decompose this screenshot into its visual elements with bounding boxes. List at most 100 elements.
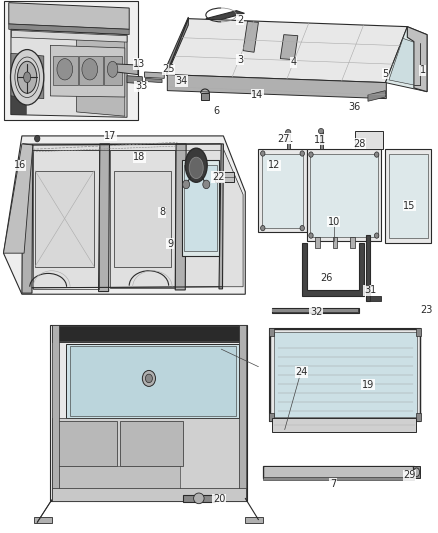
Polygon shape — [116, 64, 138, 75]
Polygon shape — [56, 466, 180, 496]
Polygon shape — [366, 235, 370, 301]
Polygon shape — [201, 93, 209, 100]
Polygon shape — [66, 344, 239, 418]
Polygon shape — [320, 132, 323, 149]
Text: 36: 36 — [349, 102, 361, 111]
Polygon shape — [11, 53, 44, 99]
Polygon shape — [184, 165, 217, 251]
Ellipse shape — [309, 152, 313, 157]
Polygon shape — [11, 30, 127, 42]
Polygon shape — [52, 325, 59, 501]
Polygon shape — [355, 131, 383, 149]
Polygon shape — [265, 467, 412, 477]
Ellipse shape — [261, 225, 265, 231]
Ellipse shape — [24, 72, 31, 83]
Bar — [53, 56, 78, 85]
Polygon shape — [407, 27, 427, 92]
Polygon shape — [350, 237, 355, 248]
Ellipse shape — [374, 233, 379, 238]
Polygon shape — [263, 466, 414, 478]
Text: 12: 12 — [268, 160, 280, 170]
Ellipse shape — [300, 225, 304, 231]
Ellipse shape — [413, 468, 420, 477]
Ellipse shape — [194, 493, 204, 504]
Polygon shape — [52, 488, 246, 501]
Polygon shape — [385, 149, 431, 243]
Bar — [79, 56, 103, 85]
Ellipse shape — [374, 152, 379, 157]
Polygon shape — [175, 144, 186, 290]
Polygon shape — [4, 136, 245, 294]
Text: 22: 22 — [212, 172, 224, 182]
Polygon shape — [262, 154, 303, 228]
Polygon shape — [272, 309, 358, 312]
Text: 9: 9 — [167, 239, 173, 248]
Polygon shape — [272, 418, 416, 432]
Polygon shape — [307, 149, 381, 241]
Polygon shape — [413, 466, 420, 478]
Polygon shape — [258, 149, 307, 232]
Ellipse shape — [142, 370, 155, 386]
Text: 29: 29 — [403, 471, 416, 480]
Ellipse shape — [300, 151, 304, 156]
Ellipse shape — [318, 128, 324, 134]
Text: 19: 19 — [362, 380, 374, 390]
Polygon shape — [274, 332, 417, 417]
Text: 8: 8 — [159, 207, 165, 217]
Polygon shape — [219, 144, 223, 289]
Polygon shape — [127, 76, 142, 84]
Ellipse shape — [261, 151, 265, 156]
Text: 26: 26 — [320, 273, 332, 283]
Polygon shape — [287, 133, 290, 149]
Text: 27: 27 — [278, 134, 290, 143]
Ellipse shape — [286, 130, 291, 135]
Polygon shape — [114, 171, 171, 266]
Polygon shape — [269, 328, 420, 421]
Ellipse shape — [183, 180, 190, 189]
Text: 6: 6 — [214, 106, 220, 116]
Polygon shape — [182, 160, 219, 256]
Text: 3: 3 — [237, 55, 243, 64]
Polygon shape — [166, 19, 407, 83]
Polygon shape — [272, 308, 359, 313]
Ellipse shape — [107, 61, 118, 77]
Polygon shape — [22, 144, 33, 293]
Polygon shape — [310, 154, 378, 237]
Polygon shape — [370, 296, 381, 301]
Text: 16: 16 — [14, 160, 26, 170]
Text: 13: 13 — [133, 59, 145, 69]
Polygon shape — [120, 421, 183, 466]
Polygon shape — [269, 413, 274, 421]
Text: 34: 34 — [176, 76, 188, 86]
Text: 4: 4 — [290, 58, 297, 67]
Text: 14: 14 — [251, 90, 264, 100]
Ellipse shape — [57, 59, 73, 80]
Polygon shape — [245, 517, 263, 523]
Text: 23: 23 — [420, 305, 433, 315]
Polygon shape — [35, 171, 94, 266]
Polygon shape — [145, 72, 164, 78]
Text: 2: 2 — [237, 15, 243, 25]
Ellipse shape — [82, 59, 98, 80]
Text: 24: 24 — [295, 367, 307, 377]
Polygon shape — [52, 326, 245, 342]
Text: 18: 18 — [133, 152, 145, 162]
Polygon shape — [34, 517, 52, 523]
Bar — [104, 56, 122, 85]
Polygon shape — [167, 75, 386, 99]
Text: 10: 10 — [328, 217, 340, 227]
Polygon shape — [280, 35, 298, 60]
Bar — [270, 329, 420, 420]
Polygon shape — [55, 421, 117, 466]
Text: 11: 11 — [314, 135, 326, 144]
Polygon shape — [4, 1, 138, 120]
Polygon shape — [50, 325, 247, 501]
Polygon shape — [11, 29, 127, 117]
Polygon shape — [416, 328, 421, 336]
Polygon shape — [9, 24, 129, 35]
Polygon shape — [99, 144, 110, 292]
Ellipse shape — [309, 233, 313, 238]
Text: 7: 7 — [330, 479, 336, 489]
Polygon shape — [302, 243, 364, 296]
Text: 20: 20 — [213, 495, 225, 504]
